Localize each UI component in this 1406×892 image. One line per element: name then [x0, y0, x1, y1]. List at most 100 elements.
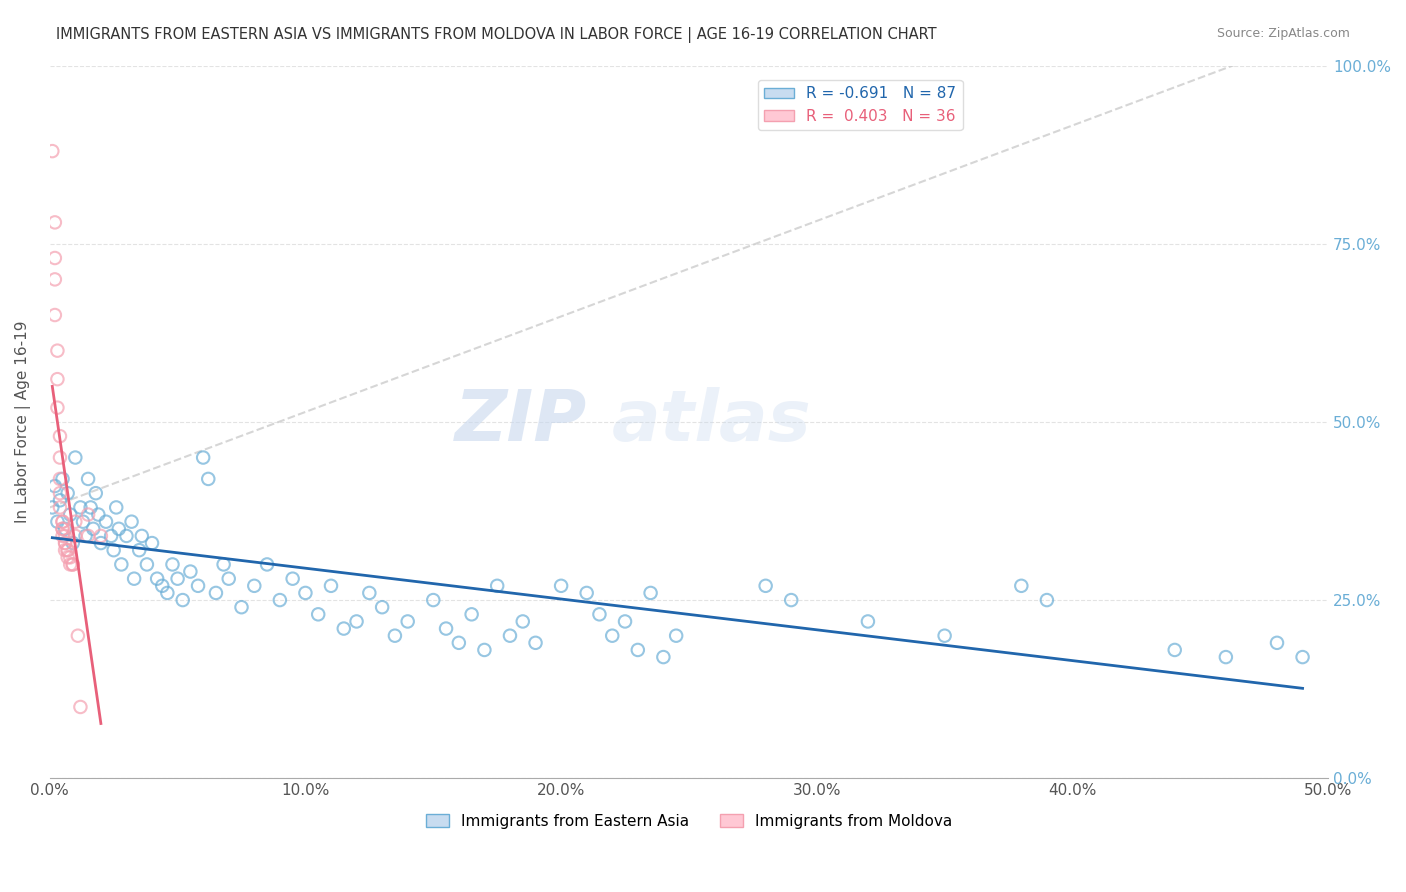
Point — [56, 543, 79, 558]
Point — [934, 629, 956, 643]
Point — [87, 508, 110, 522]
Point — [1164, 643, 1187, 657]
Point — [51, 529, 73, 543]
Point — [94, 515, 117, 529]
Point — [51, 515, 73, 529]
Point — [218, 572, 240, 586]
Text: IMMIGRANTS FROM EASTERN ASIA VS IMMIGRANTS FROM MOLDOVA IN LABOR FORCE | AGE 16-: IMMIGRANTS FROM EASTERN ASIA VS IMMIGRAN… — [56, 27, 936, 43]
Point — [100, 529, 122, 543]
Point — [105, 500, 128, 515]
Point — [44, 215, 66, 229]
Text: ZIP: ZIP — [454, 387, 586, 457]
Point — [65, 529, 87, 543]
Point — [156, 586, 179, 600]
Point — [333, 622, 356, 636]
Point — [460, 607, 482, 622]
Point — [191, 450, 214, 465]
Point — [66, 629, 89, 643]
Text: Source: ZipAtlas.com: Source: ZipAtlas.com — [1216, 27, 1350, 40]
Point — [53, 536, 76, 550]
Point — [359, 586, 381, 600]
Point — [205, 586, 228, 600]
Point — [512, 615, 534, 629]
Point — [627, 643, 650, 657]
Point — [56, 550, 79, 565]
Point — [1215, 650, 1237, 665]
Point — [46, 343, 69, 358]
Point — [486, 579, 509, 593]
Point — [41, 500, 63, 515]
Point — [281, 572, 304, 586]
Point — [77, 472, 100, 486]
Point — [46, 515, 69, 529]
Point — [56, 486, 79, 500]
Point — [135, 558, 157, 572]
Point — [179, 565, 201, 579]
Point — [755, 579, 778, 593]
Point — [131, 529, 153, 543]
Point — [396, 615, 419, 629]
Point — [46, 401, 69, 415]
Point — [256, 558, 278, 572]
Point — [434, 622, 457, 636]
Point — [166, 572, 188, 586]
Point — [1010, 579, 1032, 593]
Point — [550, 579, 572, 593]
Point — [56, 543, 79, 558]
Point — [652, 650, 675, 665]
Point — [212, 558, 235, 572]
Point — [588, 607, 610, 622]
Point — [856, 615, 879, 629]
Point — [77, 508, 100, 522]
Point — [197, 472, 219, 486]
Point — [269, 593, 291, 607]
Point — [243, 579, 266, 593]
Point — [146, 572, 169, 586]
Point — [1291, 650, 1313, 665]
Point — [51, 472, 73, 486]
Point — [665, 629, 688, 643]
Text: atlas: atlas — [612, 387, 813, 457]
Point — [128, 543, 150, 558]
Point — [49, 500, 72, 515]
Point — [79, 500, 101, 515]
Point — [44, 308, 66, 322]
Point — [614, 615, 637, 629]
Point — [1036, 593, 1059, 607]
Point — [69, 700, 91, 714]
Point — [447, 636, 470, 650]
Point — [65, 450, 87, 465]
Point — [162, 558, 184, 572]
Point — [49, 493, 72, 508]
Point — [524, 636, 547, 650]
Point — [51, 522, 73, 536]
Point — [77, 529, 100, 543]
Point — [49, 486, 72, 500]
Point — [84, 486, 107, 500]
Point — [122, 572, 145, 586]
Point — [371, 600, 394, 615]
Point — [53, 536, 76, 550]
Point — [62, 558, 84, 572]
Point — [499, 629, 522, 643]
Point — [53, 543, 76, 558]
Point — [59, 558, 82, 572]
Point — [107, 522, 129, 536]
Point — [49, 450, 72, 465]
Point — [90, 529, 112, 543]
Point — [75, 529, 97, 543]
Point — [44, 479, 66, 493]
Point — [575, 586, 598, 600]
Point — [49, 472, 72, 486]
Point — [41, 144, 63, 158]
Point — [44, 251, 66, 265]
Point — [62, 536, 84, 550]
Point — [172, 593, 194, 607]
Point — [90, 536, 112, 550]
Point — [294, 586, 316, 600]
Point — [62, 558, 84, 572]
Point — [82, 522, 104, 536]
Y-axis label: In Labor Force | Age 16-19: In Labor Force | Age 16-19 — [15, 320, 31, 524]
Point — [59, 550, 82, 565]
Point — [110, 558, 132, 572]
